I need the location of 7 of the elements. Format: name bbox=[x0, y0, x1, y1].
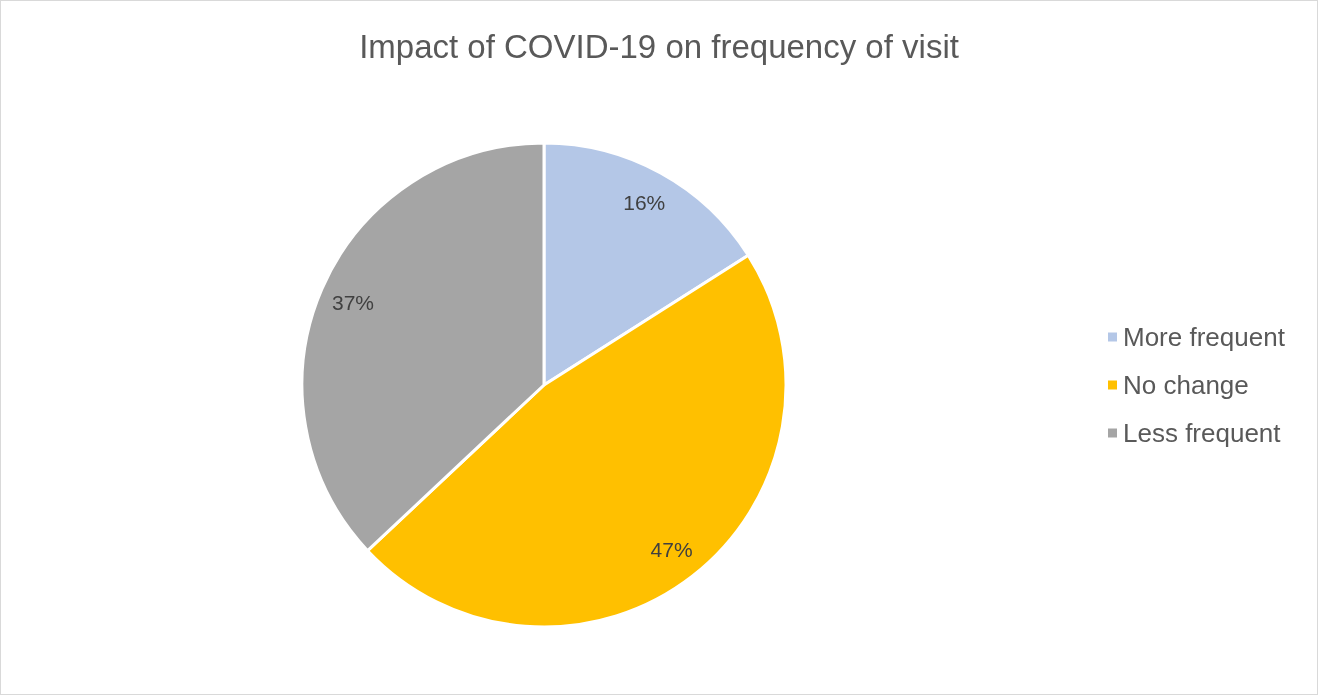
legend-label: More frequent bbox=[1123, 322, 1286, 352]
data-label: 16% bbox=[623, 191, 666, 215]
chart-title: Impact of COVID-19 on frequency of visit bbox=[359, 28, 959, 65]
data-label: 47% bbox=[650, 537, 693, 561]
data-label: 37% bbox=[331, 290, 375, 314]
legend-label: No change bbox=[1123, 370, 1249, 400]
legend-label: Less frequent bbox=[1123, 418, 1282, 448]
